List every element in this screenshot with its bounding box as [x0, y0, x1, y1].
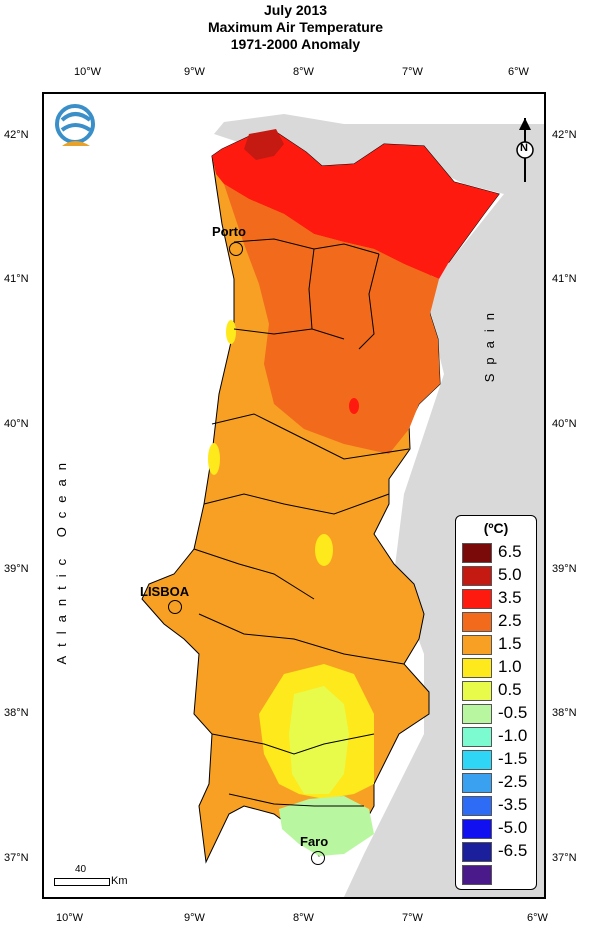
- zone-anomaly-1-0-central: [315, 534, 333, 566]
- legend-item: -6.5: [460, 839, 534, 862]
- legend-item: 0.5: [460, 678, 534, 701]
- zone-anomaly-3-5: [212, 132, 499, 279]
- lon-label-bottom-7w: 7°W: [402, 912, 423, 924]
- lon-label-bottom-9w: 9°W: [184, 912, 205, 924]
- zone-anomaly-1-0-northwest: [226, 320, 236, 344]
- north-arrow-label: N: [520, 142, 528, 154]
- ocean-label: Atlantic Ocean: [54, 454, 69, 665]
- legend-item: -1.0: [460, 724, 534, 747]
- faro-label: Faro: [300, 834, 329, 849]
- legend-swatch: [462, 727, 492, 747]
- legend-label: 1.5: [498, 634, 522, 653]
- lisboa-label: LISBOA: [140, 584, 190, 599]
- lon-label-top-9w: 9°W: [184, 66, 205, 78]
- scale-bar-value: 40: [75, 864, 87, 875]
- porto-marker: [229, 242, 243, 256]
- lat-label-right-42n: 42°N: [552, 129, 577, 141]
- lon-label-bottom-10w: 10°W: [56, 912, 84, 924]
- legend-swatch: [462, 681, 492, 701]
- zone-anomaly-neg-0-5: [279, 796, 374, 856]
- district-boundaries: [193, 238, 410, 807]
- zone-anomaly-2-5: [224, 184, 440, 454]
- legend-swatch: [462, 566, 492, 586]
- legend-swatch: [462, 658, 492, 678]
- lat-label-left-40n: 40°N: [4, 418, 29, 430]
- lat-label-right-37n: 37°N: [552, 852, 577, 864]
- legend-item: 5.0: [460, 563, 534, 586]
- legend-label: -1.5: [498, 749, 528, 768]
- lon-label-bottom-8w: 8°W: [293, 912, 314, 924]
- legend-label: -5.0: [498, 818, 528, 837]
- legend-swatch: [462, 750, 492, 770]
- legend-swatch: [462, 635, 492, 655]
- legend-swatch: [462, 819, 492, 839]
- lat-label-left-41n: 41°N: [4, 273, 29, 285]
- legend-item: -5.0: [460, 816, 534, 839]
- zone-anomaly-1-0-west: [208, 443, 220, 475]
- lat-label-right-39n: 39°N: [552, 563, 577, 575]
- legend-item: -0.5: [460, 701, 534, 724]
- scale-bar: [54, 878, 110, 886]
- legend-item: 1.5: [460, 632, 534, 655]
- legend-item: -3.5: [460, 793, 534, 816]
- lat-label-left-38n: 38°N: [4, 707, 29, 719]
- legend-swatch: [462, 704, 492, 724]
- legend: (ºC) 6.5 5.0 3.5 2.5 1.5 1.0 0.5 -0.5 -1…: [455, 515, 537, 890]
- north-arrow: N: [512, 116, 538, 184]
- legend-swatch: [462, 543, 492, 563]
- legend-label: 2.5: [498, 611, 522, 630]
- legend-label: -0.5: [498, 703, 528, 722]
- lat-label-right-38n: 38°N: [552, 707, 577, 719]
- lat-label-right-40n: 40°N: [552, 418, 577, 430]
- title-line-1: July 2013: [263, 2, 328, 18]
- legend-item: 1.0: [460, 655, 534, 678]
- legend-label: -3.5: [498, 795, 528, 814]
- lon-label-top-8w: 8°W: [293, 66, 314, 78]
- lat-label-left-37n: 37°N: [4, 852, 29, 864]
- legend-label: 0.5: [498, 680, 522, 699]
- scale-bar-unit: Km: [111, 875, 128, 887]
- lisboa-marker: [168, 600, 182, 614]
- title-line-3: 1971-2000 Anomaly: [230, 36, 361, 52]
- zone-anomaly-spot-east: [349, 398, 359, 414]
- faro-marker: [311, 851, 325, 865]
- legend-item: -1.5: [460, 747, 534, 770]
- legend-item: 2.5: [460, 609, 534, 632]
- legend-item: 6.5: [460, 540, 534, 563]
- lat-label-right-41n: 41°N: [552, 273, 577, 285]
- legend-item: [460, 862, 534, 885]
- legend-label: 6.5: [498, 542, 522, 561]
- legend-swatch: [462, 865, 492, 885]
- lon-label-top-7w: 7°W: [402, 66, 423, 78]
- legend-label: 5.0: [498, 565, 522, 584]
- legend-item: -2.5: [460, 770, 534, 793]
- zone-anomaly-0-5: [289, 686, 349, 794]
- legend-item: 3.5: [460, 586, 534, 609]
- legend-label: -1.0: [498, 726, 528, 745]
- title-line-2: Maximum Air Temperature: [207, 19, 384, 35]
- legend-label: -2.5: [498, 772, 528, 791]
- legend-title: (ºC): [483, 520, 509, 536]
- legend-swatch: [462, 773, 492, 793]
- legend-label: 1.0: [498, 657, 522, 676]
- lat-label-left-42n: 42°N: [4, 129, 29, 141]
- legend-label: -6.5: [498, 841, 528, 860]
- legend-swatch: [462, 842, 492, 862]
- lon-label-bottom-6w: 6°W: [527, 912, 548, 924]
- legend-swatch: [462, 796, 492, 816]
- agency-logo: [55, 104, 95, 146]
- lon-label-top-6w: 6°W: [508, 66, 529, 78]
- lat-label-left-39n: 39°N: [4, 563, 29, 575]
- map-frame: Atlantic Ocean Spain N Porto LISBOA Faro…: [42, 92, 546, 899]
- spain-label: Spain: [482, 304, 497, 383]
- legend-swatch: [462, 589, 492, 609]
- legend-swatch: [462, 612, 492, 632]
- lon-label-top-10w: 10°W: [74, 66, 102, 78]
- legend-label: 3.5: [498, 588, 522, 607]
- map-canvas: [141, 114, 544, 897]
- porto-label: Porto: [212, 224, 246, 239]
- zone-anomaly-5-0: [244, 129, 284, 160]
